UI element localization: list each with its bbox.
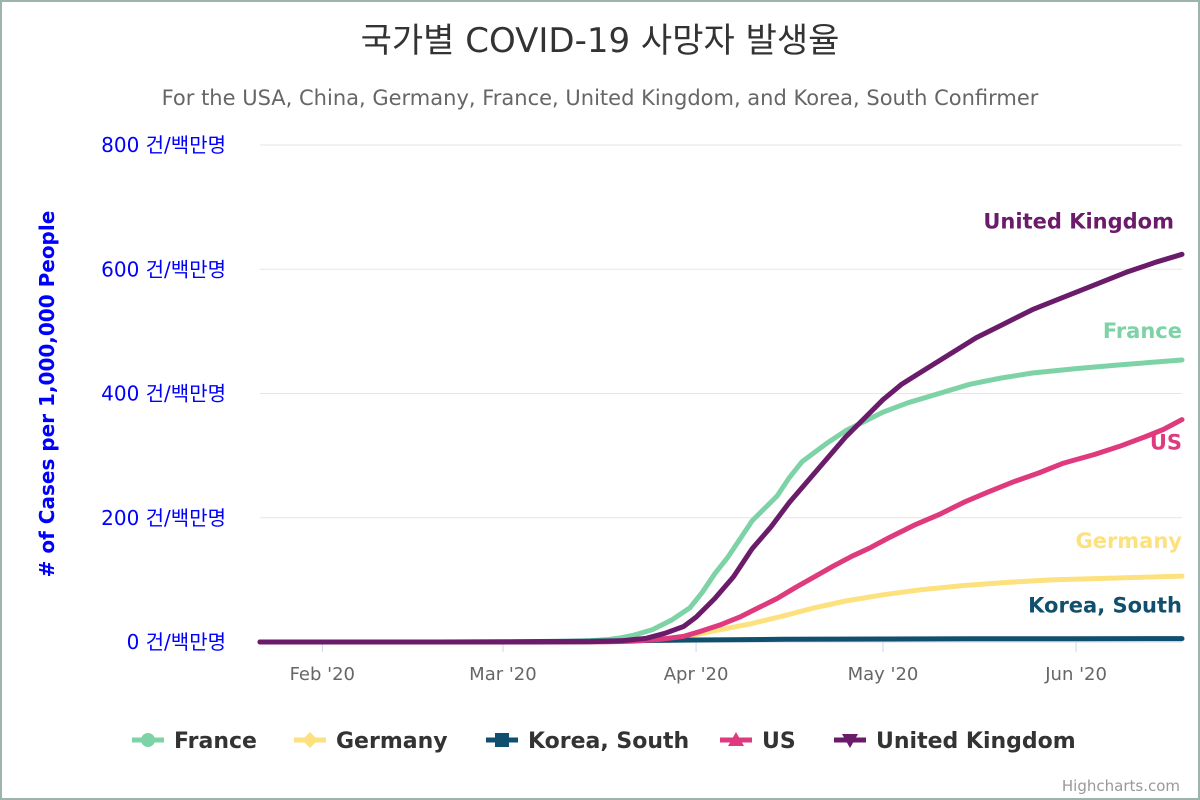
legend-item-germany[interactable]: Germany [294, 729, 448, 754]
legend-label: France [174, 729, 257, 754]
series-line-united-kingdom [257, 251, 1185, 645]
series-line-us [257, 417, 1185, 645]
legend-label: Korea, South [528, 729, 689, 754]
legend-label: US [762, 729, 796, 754]
x-tick-label: May '20 [848, 664, 919, 685]
legend-label: Germany [336, 729, 448, 754]
chart-title: 국가별 COVID-19 사망자 발생율 [361, 21, 840, 61]
y-tick-label-0: 0 건/백만명 [127, 630, 226, 654]
legend-marker-triangle-down-icon [842, 734, 858, 748]
chart-subtitle: For the USA, China, Germany, France, Uni… [162, 86, 1039, 110]
series-end-labels: France Germany Korea, South US United Kingdo… [983, 209, 1182, 617]
y-tick-label-800: 800 건/백만명 [101, 133, 226, 157]
credits-link[interactable]: Highcharts.com [1062, 777, 1180, 795]
x-tick-label: Jun '20 [1044, 664, 1107, 685]
series-end-label-us: US [1150, 431, 1182, 455]
y-axis: 0 건/백만명 200 건/백만명 400 건/백만명 600 건/백만명 800 건/… [101, 133, 226, 654]
series-end-label-france: France [1103, 319, 1182, 343]
legend-item-united-kingdom[interactable]: United Kingdom [834, 729, 1076, 754]
series-line-france [257, 357, 1185, 645]
legend-item-france[interactable]: France [132, 729, 257, 754]
legend-item-us[interactable]: US [720, 729, 796, 754]
y-tick-label-200: 200 건/백만명 [101, 506, 226, 530]
y-axis-title: # of Cases per 1,000,000 People [35, 211, 59, 578]
legend-marker-circle-icon [141, 733, 155, 747]
x-tick-label: Mar '20 [469, 664, 537, 685]
legend-marker-triangle-icon [728, 732, 744, 746]
y-tick-label-600: 600 건/백만명 [101, 257, 226, 281]
series-lines [257, 251, 1185, 645]
series-end-label-germany: Germany [1075, 529, 1182, 553]
legend[interactable]: France Germany Korea, South US United Kingdo… [132, 729, 1076, 754]
y-tick-label-400: 400 건/백만명 [101, 382, 226, 406]
legend-marker-diamond-icon [302, 732, 318, 748]
x-tick-label: Feb '20 [290, 664, 355, 685]
x-axis: Feb '20 Mar '20 Apr '20 May '20 Jun '20 [260, 641, 1182, 685]
legend-marker-square-icon [495, 733, 509, 747]
legend-label: United Kingdom [876, 729, 1076, 754]
series-end-label-korea-south: Korea, South [1028, 594, 1182, 618]
legend-item-korea-south[interactable]: Korea, South [486, 729, 689, 754]
x-tick-label: Apr '20 [664, 664, 729, 685]
series-end-label-united-kingdom: United Kingdom [983, 209, 1174, 233]
